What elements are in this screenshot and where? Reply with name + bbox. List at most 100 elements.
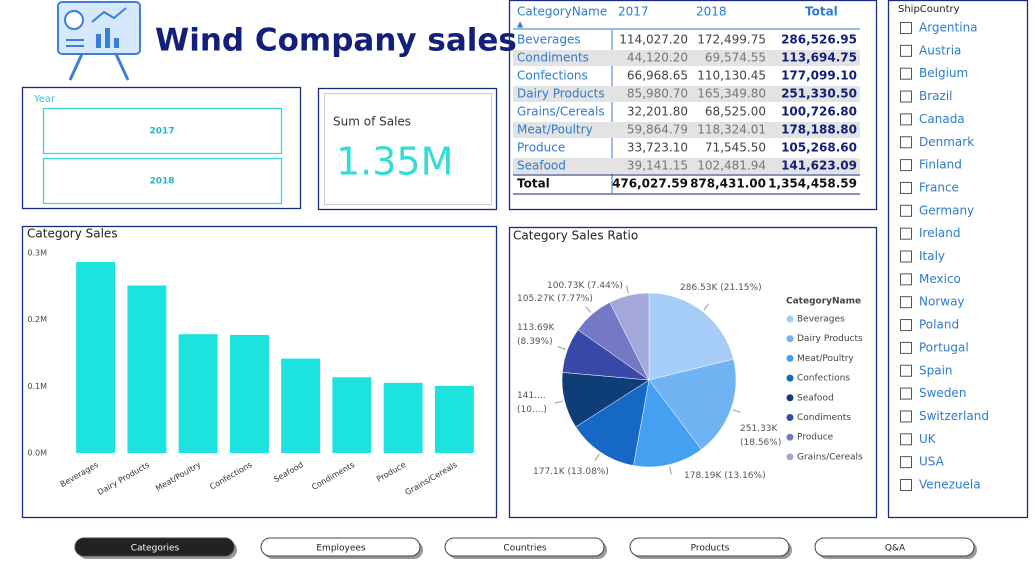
slicer-option-label[interactable]: Denmark [919, 135, 974, 149]
row-band [513, 86, 860, 102]
table-cell: Seafood [517, 159, 566, 173]
legend-label: Confections [797, 374, 850, 384]
checkbox[interactable] [900, 319, 912, 332]
checkbox[interactable] [900, 136, 912, 149]
bar [229, 334, 269, 453]
nav-label[interactable]: Products [691, 544, 730, 554]
bar [127, 285, 167, 453]
leader-line [594, 453, 600, 461]
slicer-option-label[interactable]: Poland [919, 318, 959, 332]
slicer-option-label[interactable]: USA [919, 455, 945, 469]
slicer-option-label[interactable]: Norway [919, 295, 965, 309]
table-cell: 44,120.20 [627, 51, 688, 65]
table-cell: Grains/Cereals [517, 105, 605, 119]
slicer-option-label[interactable]: Germany [919, 203, 974, 217]
nav-label[interactable]: Categories [131, 544, 180, 554]
slicer-option-label[interactable]: Argentina [919, 21, 978, 35]
slicer-option-label[interactable]: Switzerland [919, 409, 989, 423]
slicer-option-label[interactable]: Canada [919, 112, 965, 126]
slicer-option-label: 2018 [149, 177, 174, 187]
sort-arrow: ▲ [517, 20, 524, 29]
checkbox[interactable] [900, 410, 912, 423]
checkbox[interactable] [900, 364, 912, 377]
table-cell: 165,349.80 [697, 87, 766, 101]
slicer-option-label[interactable]: Italy [919, 249, 945, 263]
table-cell: Confections [517, 69, 588, 83]
nav-button[interactable] [814, 537, 975, 557]
checkbox[interactable] [900, 250, 912, 263]
checkbox[interactable] [900, 433, 912, 446]
table-header: 2018 [696, 5, 727, 19]
legend-swatch [786, 335, 794, 343]
bar [434, 385, 474, 453]
checkbox[interactable] [900, 341, 912, 354]
checkbox[interactable] [900, 90, 912, 103]
slicer-option[interactable] [42, 157, 283, 205]
data-label: 177.1K (13.08%) [533, 467, 609, 477]
nav-button[interactable] [260, 537, 421, 557]
legend-label: Produce [797, 433, 834, 443]
checkbox[interactable] [900, 456, 912, 469]
nav-label[interactable]: Countries [503, 544, 546, 554]
x-tick-label: Produce [375, 460, 407, 484]
pie-slice [575, 379, 650, 466]
table-cell: 177,099.10 [781, 69, 857, 83]
table-cell: 251,330.50 [781, 87, 857, 101]
slicer-option-label[interactable]: Sweden [919, 386, 966, 400]
checkbox[interactable] [900, 159, 912, 172]
checkbox[interactable] [900, 181, 912, 194]
checkbox[interactable] [900, 22, 912, 34]
slicer-option-label[interactable]: Belgium [919, 66, 968, 80]
x-tick-label: Condiments [310, 460, 356, 492]
checkbox[interactable] [900, 273, 912, 286]
table-cell: 69,574.55 [705, 51, 766, 65]
checkbox[interactable] [900, 479, 912, 491]
checkbox[interactable] [900, 227, 912, 240]
checkbox[interactable] [900, 296, 912, 309]
slicer-option-label[interactable]: France [919, 180, 959, 194]
checkbox[interactable] [900, 113, 912, 126]
pie-panel [508, 226, 878, 519]
checkbox[interactable] [900, 67, 912, 80]
nav-label[interactable]: Q&A [885, 544, 906, 554]
nav-button[interactable] [444, 537, 605, 557]
bar-panel [21, 225, 498, 519]
y-tick-label: 0.3M [27, 249, 47, 258]
slicer-option-label[interactable]: Mexico [919, 272, 961, 286]
checkbox[interactable] [900, 387, 912, 400]
nav-label[interactable]: Employees [316, 544, 366, 554]
legend-label: Meat/Poultry [797, 354, 854, 364]
slicer-option-label[interactable]: UK [919, 432, 937, 446]
table-cell: 39,141.15 [627, 159, 688, 173]
table-cell: 110,130.45 [697, 69, 766, 83]
table-cell: 71,545.50 [705, 141, 766, 155]
slicer-option-label[interactable]: Spain [919, 363, 953, 377]
table-total: Total [517, 177, 550, 191]
nav-button[interactable] [629, 537, 790, 557]
slicer-option-label[interactable]: Ireland [919, 226, 961, 240]
checkbox[interactable] [900, 204, 912, 217]
data-label: 251.33K (18.56%) [740, 424, 782, 448]
table-total: 878,431.00 [690, 177, 766, 191]
nav-button[interactable] [74, 537, 235, 557]
slicer-option-label[interactable]: Portugal [919, 340, 969, 354]
page-title: Wind Company sales [155, 23, 517, 59]
legend-label: Grains/Cereals [797, 452, 863, 462]
checkbox[interactable] [900, 44, 912, 57]
row-band [513, 158, 860, 174]
data-label: 286.53K (21.15%) [680, 283, 762, 293]
slicer-option[interactable] [42, 107, 283, 155]
data-label: 113.69K (8.39%) [517, 323, 555, 347]
data-label: 141.... (10....) [517, 391, 547, 415]
legend-title: CategoryName [786, 297, 861, 307]
slicer-option-label[interactable]: Finland [919, 158, 962, 172]
x-tick-label: Dairy Products [96, 460, 151, 497]
card-value: 1.35M [336, 140, 453, 184]
slicer-option-label[interactable]: Austria [919, 43, 961, 57]
x-tick-label: Grains/Cereals [404, 460, 459, 497]
row-band [513, 122, 860, 138]
slicer-option-label[interactable]: Venezuela [919, 478, 981, 492]
slicer-option-label[interactable]: Brazil [919, 89, 953, 103]
table-cell: 172,499.75 [697, 33, 766, 47]
